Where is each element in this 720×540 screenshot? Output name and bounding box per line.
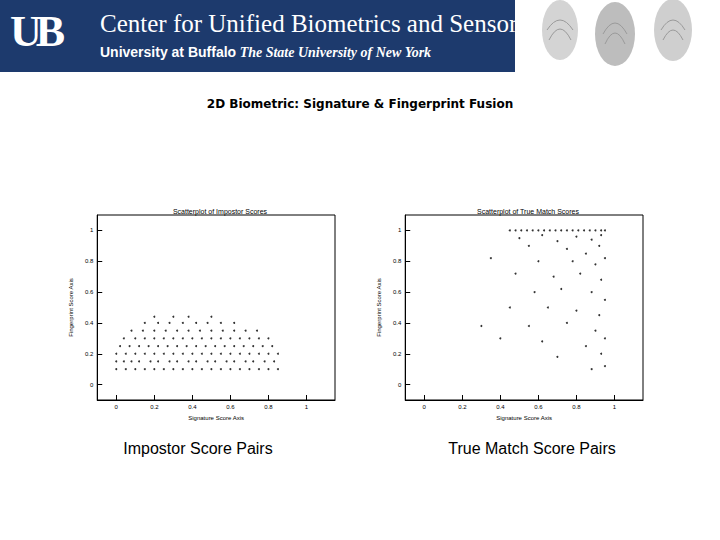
html-text:University at Buffalo The Stat: University at Buffalo The State Universi… <box>100 44 432 60</box>
svg-text:0.4: 0.4 <box>496 404 505 410</box>
html-text:UB: UB <box>10 7 60 56</box>
svg-text:0.2: 0.2 <box>458 404 467 410</box>
svg-text:Fingerprint Score Axis: Fingerprint Score Axis <box>68 278 74 337</box>
svg-text:0: 0 <box>115 404 119 410</box>
svg-text:Scatterplot of Impostor Scores: Scatterplot of Impostor Scores <box>173 208 268 216</box>
html-text:2D Biometric: Signature & Fing: 2D Biometric: Signature & Fingerprint Fu… <box>206 97 514 111</box>
svg-text:0.6: 0.6 <box>393 289 402 295</box>
svg-text:0.4: 0.4 <box>188 404 197 410</box>
svg-text:0: 0 <box>398 382 402 388</box>
svg-text:0.2: 0.2 <box>150 404 159 410</box>
svg-text:0: 0 <box>90 382 94 388</box>
svg-text:Signature Score Axis: Signature Score Axis <box>496 415 552 421</box>
html-text:Center for Unified Biometrics: Center for Unified Biometrics and Sensor… <box>100 10 527 37</box>
svg-text:0.8: 0.8 <box>393 258 402 264</box>
svg-text:Scatterplot of True Match Scor: Scatterplot of True Match Scores <box>477 208 579 216</box>
svg-text:0.8: 0.8 <box>85 258 94 264</box>
svg-text:1: 1 <box>398 227 402 233</box>
html-text:True Match Score Pairs: True Match Score Pairs <box>448 440 616 457</box>
svg-text:1: 1 <box>305 404 309 410</box>
svg-text:0.4: 0.4 <box>85 320 94 326</box>
svg-text:0.2: 0.2 <box>85 351 94 357</box>
svg-text:Signature Score Axis: Signature Score Axis <box>188 415 244 421</box>
svg-text:0.6: 0.6 <box>85 289 94 295</box>
svg-text:0.8: 0.8 <box>572 404 581 410</box>
svg-text:0.2: 0.2 <box>393 351 402 357</box>
svg-text:0.6: 0.6 <box>534 404 543 410</box>
svg-text:0.8: 0.8 <box>264 404 273 410</box>
svg-text:0: 0 <box>423 404 427 410</box>
svg-text:0.6: 0.6 <box>226 404 235 410</box>
html-text:Impostor Score Pairs: Impostor Score Pairs <box>123 440 273 457</box>
svg-text:1: 1 <box>613 404 617 410</box>
svg-text:0.4: 0.4 <box>393 320 402 326</box>
svg-text:Fingerprint Score Axis: Fingerprint Score Axis <box>376 278 382 337</box>
svg-text:1: 1 <box>90 227 94 233</box>
